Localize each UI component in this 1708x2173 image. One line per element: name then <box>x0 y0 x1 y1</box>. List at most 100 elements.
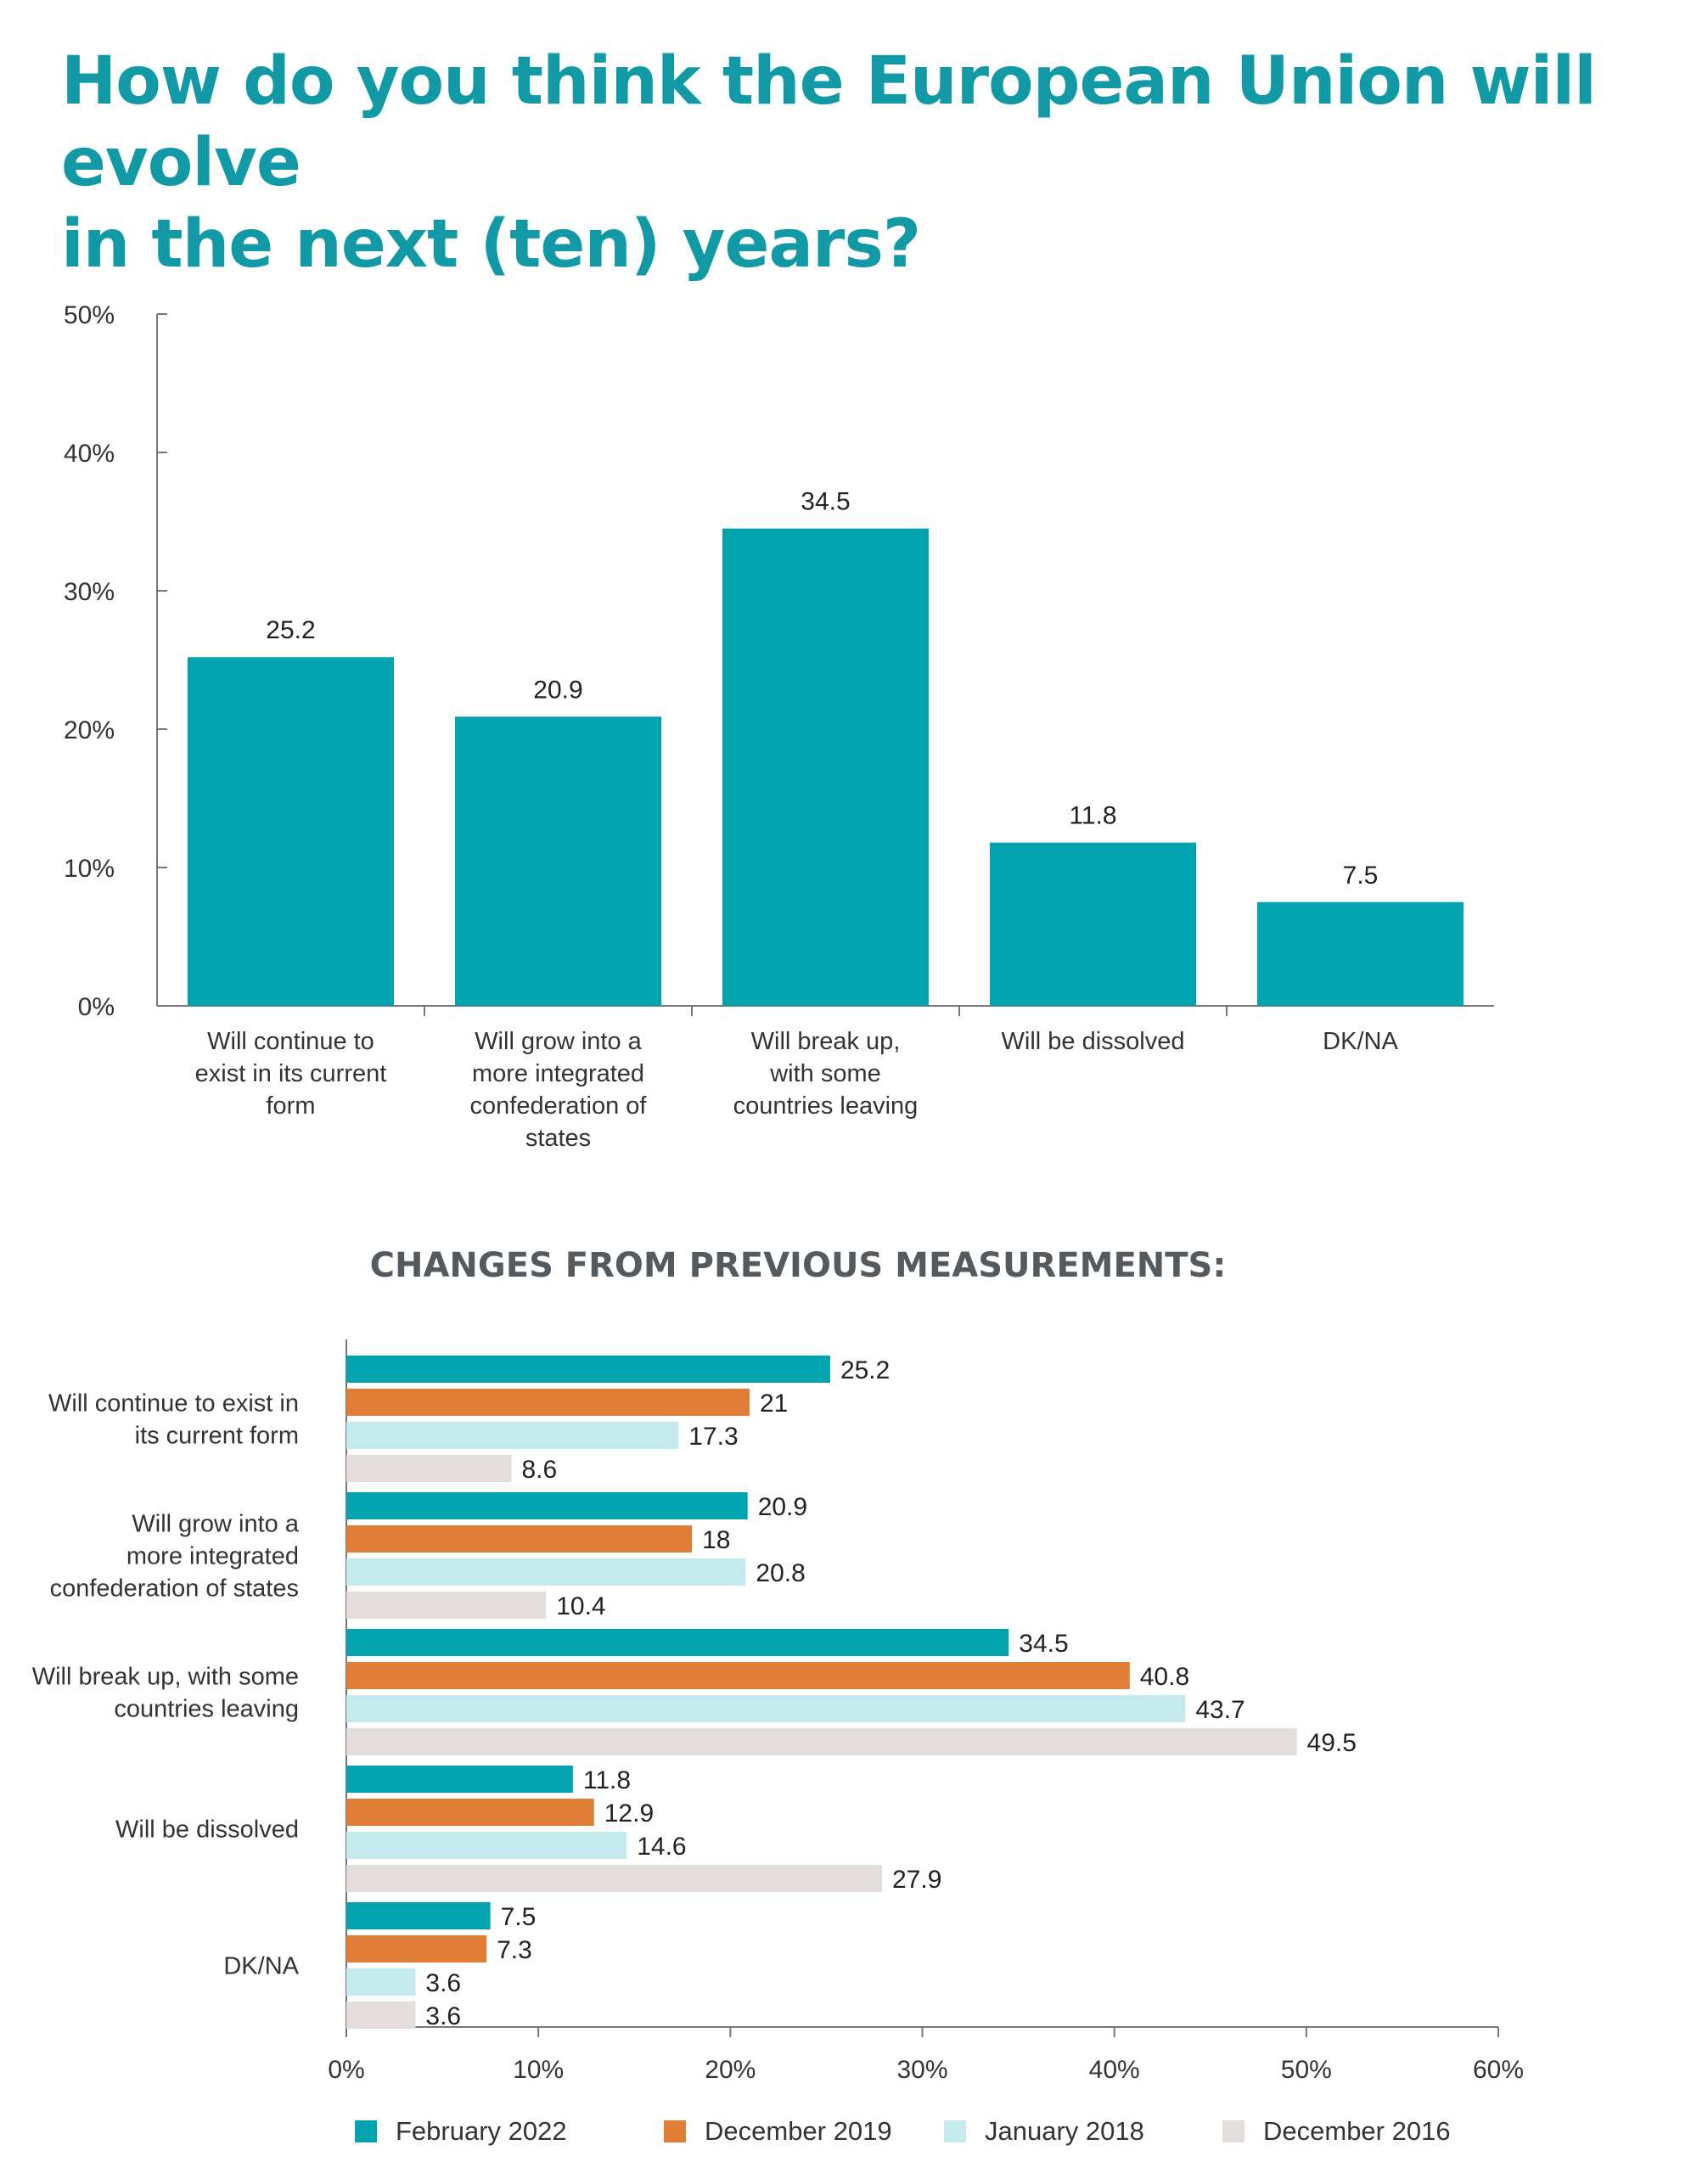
data-label: 3.6 <box>425 1969 461 1997</box>
category-label: Will continue to <box>207 1028 374 1055</box>
bar <box>346 1662 1130 1689</box>
category-label: states <box>525 1125 591 1152</box>
data-label: 10.4 <box>556 1592 605 1620</box>
data-label: 7.5 <box>501 1903 537 1931</box>
bar <box>346 1422 679 1449</box>
page-title: How do you think the European Union will… <box>61 41 1674 285</box>
bar <box>346 1902 491 1929</box>
data-label: 14.6 <box>637 1833 686 1861</box>
category-label: its current form <box>135 1423 299 1450</box>
bar <box>346 1629 1009 1656</box>
legend-swatch <box>355 2120 377 2142</box>
bar <box>990 842 1196 1006</box>
bar <box>346 2002 416 2029</box>
data-label: 34.5 <box>1019 1630 1068 1658</box>
title-line-1: How do you think the European Union will… <box>61 43 1597 201</box>
x-tick-label: 50% <box>1281 2056 1332 2084</box>
category-label: Will continue to exist in <box>48 1390 299 1418</box>
category-label: more integrated <box>126 1543 299 1570</box>
data-label: 49.5 <box>1307 1729 1357 1757</box>
bar <box>346 1592 547 1619</box>
data-label: 20.9 <box>758 1493 807 1521</box>
category-label: Will break up, with some <box>32 1664 299 1691</box>
data-label: 11.8 <box>583 1766 631 1794</box>
legend-item: January 2018 <box>944 2110 1144 2153</box>
category-label: Will be dissolved <box>115 1816 299 1844</box>
x-tick-label: 30% <box>896 2056 947 2084</box>
x-tick-label: 10% <box>513 2056 564 2084</box>
data-label: 43.7 <box>1195 1696 1244 1724</box>
bar <box>455 716 661 1006</box>
data-label: 34.5 <box>801 488 850 516</box>
legend-label: December 2019 <box>705 2116 892 2146</box>
data-label: 3.6 <box>425 2002 461 2030</box>
data-label: 11.8 <box>1069 802 1116 830</box>
y-tick-label: 40% <box>64 440 115 468</box>
bar <box>722 528 929 1006</box>
data-label: 18 <box>702 1526 730 1554</box>
y-tick-label: 0% <box>78 993 115 1021</box>
category-label: Will grow into a <box>475 1028 642 1055</box>
bar <box>346 1558 746 1586</box>
legend-swatch <box>1222 2120 1244 2142</box>
data-label: 25.2 <box>840 1356 890 1384</box>
y-tick-label: 20% <box>64 716 115 744</box>
bar <box>346 1492 748 1519</box>
data-label: 27.9 <box>892 1866 941 1894</box>
category-label: with some <box>769 1060 881 1087</box>
category-label: confederation of states <box>50 1575 299 1603</box>
bar <box>346 1968 416 1996</box>
data-label: 7.3 <box>497 1936 532 1964</box>
category-label: exist in its current <box>195 1060 387 1087</box>
category-label: Will break up, <box>751 1028 901 1055</box>
bar <box>346 1525 693 1553</box>
bar <box>188 657 394 1006</box>
category-label: countries leaving <box>733 1092 919 1120</box>
data-label: 17.3 <box>688 1423 738 1451</box>
category-label: countries leaving <box>114 1696 299 1723</box>
legend-label: February 2022 <box>396 2116 567 2146</box>
x-tick-label: 60% <box>1473 2056 1524 2084</box>
bar <box>346 1832 627 1859</box>
data-label: 20.8 <box>756 1559 805 1587</box>
data-label: 21 <box>760 1390 788 1418</box>
y-tick-label: 10% <box>64 855 115 883</box>
data-label: 20.9 <box>533 676 582 704</box>
legend-label: January 2018 <box>985 2116 1144 2146</box>
category-label: more integrated <box>472 1060 644 1087</box>
data-label: 25.2 <box>266 616 315 644</box>
bar <box>346 1865 883 1892</box>
legend-swatch <box>944 2120 966 2142</box>
data-label: 12.9 <box>604 1800 654 1828</box>
y-tick-label: 50% <box>64 301 115 329</box>
legend-swatch <box>664 2120 686 2142</box>
data-label: 8.6 <box>522 1456 558 1484</box>
x-tick-label: 20% <box>705 2056 756 2084</box>
bar <box>1257 901 1464 1006</box>
category-label: Will grow into a <box>132 1511 299 1538</box>
category-label: DK/NA <box>1323 1028 1398 1055</box>
x-tick-label: 0% <box>328 2056 364 2084</box>
category-label: DK/NA <box>223 1953 299 1980</box>
category-label: form <box>267 1092 316 1120</box>
bar <box>346 1799 594 1826</box>
legend-item: December 2019 <box>664 2110 892 2153</box>
category-label: Will be dissolved <box>1002 1028 1185 1055</box>
vertical-bar-chart: 0% 10% 20% 30% 40% 50% 25.2 Will continue to exi… <box>64 301 1494 1152</box>
bar <box>346 1935 487 1962</box>
bar <box>346 1728 1297 1755</box>
legend-item: February 2022 <box>355 2110 567 2153</box>
bar <box>346 1695 1186 1722</box>
y-tick-label: 30% <box>64 578 115 606</box>
data-label: 40.8 <box>1140 1663 1189 1691</box>
bar <box>346 1356 830 1383</box>
bar <box>346 1455 512 1482</box>
data-label: 7.5 <box>1343 862 1379 890</box>
x-tick-label: 40% <box>1089 2056 1140 2084</box>
legend-label: December 2016 <box>1263 2116 1451 2146</box>
bar <box>346 1766 573 1793</box>
title-line-2: in the next (ten) years? <box>61 206 921 283</box>
legend-item: December 2016 <box>1222 2110 1451 2153</box>
category-label: confederation of <box>470 1092 648 1120</box>
legend: February 2022 December 2019 January 2018 De… <box>0 2110 1708 2153</box>
